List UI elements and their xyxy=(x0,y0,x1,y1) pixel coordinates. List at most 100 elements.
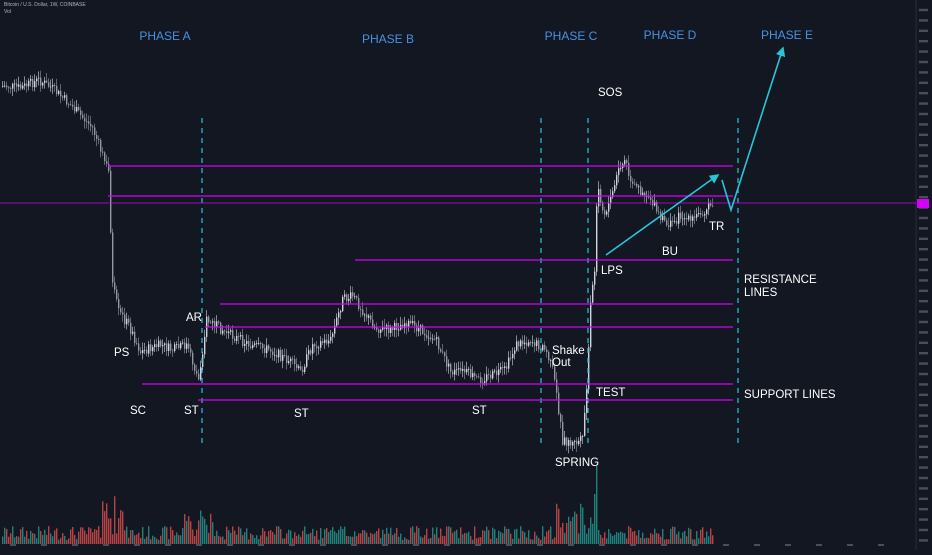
volume-bar xyxy=(646,537,648,544)
volume-bar xyxy=(640,537,642,544)
candle xyxy=(612,187,614,199)
annotation-label: SOS xyxy=(598,87,623,99)
candle xyxy=(638,184,640,194)
volume-bar xyxy=(556,503,558,544)
candle xyxy=(644,191,646,203)
time-tick-label xyxy=(537,544,543,546)
candle xyxy=(696,207,698,222)
candle xyxy=(248,335,250,352)
candle xyxy=(32,75,34,92)
volume-bar xyxy=(90,528,92,544)
volume-bar xyxy=(146,536,148,544)
candle xyxy=(260,341,262,350)
volume-bar xyxy=(10,533,12,544)
volume-bar xyxy=(344,526,346,544)
candle xyxy=(298,364,300,371)
time-tick-label xyxy=(692,544,698,546)
volume-bar xyxy=(534,531,536,544)
volume-bar xyxy=(698,538,700,544)
candle xyxy=(558,386,560,416)
volume-bar xyxy=(486,526,488,544)
candle xyxy=(278,348,280,363)
volume-bar xyxy=(334,531,336,544)
volume-bar xyxy=(94,529,96,544)
volume-bar xyxy=(242,535,244,544)
volume-bar xyxy=(422,537,424,544)
volume-bar xyxy=(154,536,156,544)
volume-bar xyxy=(208,532,210,544)
annotation-label: Out xyxy=(552,357,571,369)
candle xyxy=(82,110,84,120)
volume-bar xyxy=(544,536,546,544)
volume-bar xyxy=(294,532,296,544)
volume-bar xyxy=(244,532,246,544)
candle xyxy=(630,169,632,189)
candle xyxy=(572,440,574,452)
volume-bar xyxy=(484,530,486,544)
volume-bar xyxy=(162,527,164,544)
volume-bar xyxy=(304,526,306,544)
volume-bar xyxy=(448,526,450,544)
volume-bar xyxy=(368,536,370,544)
time-tick-label xyxy=(134,544,140,546)
volume-bar xyxy=(392,535,394,544)
candle xyxy=(154,339,156,353)
volume-bar xyxy=(618,532,620,544)
candle xyxy=(398,322,400,337)
volume-bar xyxy=(360,533,362,544)
volume-bar xyxy=(636,535,638,544)
volume-bar xyxy=(542,526,544,544)
candle xyxy=(12,82,14,97)
volume-bar xyxy=(512,538,514,544)
candle xyxy=(470,363,472,379)
candle xyxy=(596,202,598,276)
time-tick-label xyxy=(785,544,791,546)
volume-bar xyxy=(496,538,498,544)
volume-bar xyxy=(288,529,290,544)
volume-bar xyxy=(276,526,278,544)
volume-bar xyxy=(622,532,624,544)
candle xyxy=(534,339,536,353)
candle xyxy=(214,317,216,334)
volume-bar xyxy=(558,508,560,544)
candle xyxy=(354,292,356,300)
volume-bar xyxy=(596,466,598,544)
candle xyxy=(20,81,22,91)
volume-bar xyxy=(110,518,112,544)
volume-bar xyxy=(136,534,138,544)
volume-bar xyxy=(58,539,60,544)
candle xyxy=(144,342,146,355)
volume-bar xyxy=(524,532,526,544)
volume-bar xyxy=(8,536,10,544)
candle xyxy=(244,339,246,353)
candle xyxy=(454,362,456,381)
candle xyxy=(578,437,580,446)
candle xyxy=(404,316,406,334)
time-tick-label xyxy=(10,544,16,546)
candle xyxy=(296,357,298,372)
volume-bar xyxy=(654,528,656,544)
candle xyxy=(106,154,108,167)
candle xyxy=(44,76,46,89)
volume-bar xyxy=(202,516,204,544)
price-tick-label xyxy=(919,92,928,95)
candle xyxy=(186,337,188,354)
volume-bar xyxy=(168,539,170,544)
candle xyxy=(494,368,496,374)
volume-bar xyxy=(352,536,354,544)
price-tick-label xyxy=(919,102,928,105)
time-tick-label xyxy=(227,544,233,546)
candle xyxy=(134,326,136,347)
candle xyxy=(668,217,670,231)
price-tick-label xyxy=(919,404,928,407)
price-tick-label xyxy=(919,539,928,542)
candle xyxy=(682,211,684,226)
candle xyxy=(580,432,582,448)
volume-bar xyxy=(118,518,120,544)
candle xyxy=(284,348,286,358)
volume-bar xyxy=(112,534,114,544)
volume-bar xyxy=(446,526,448,544)
volume-bar xyxy=(570,521,572,544)
volume-bar xyxy=(64,535,66,544)
